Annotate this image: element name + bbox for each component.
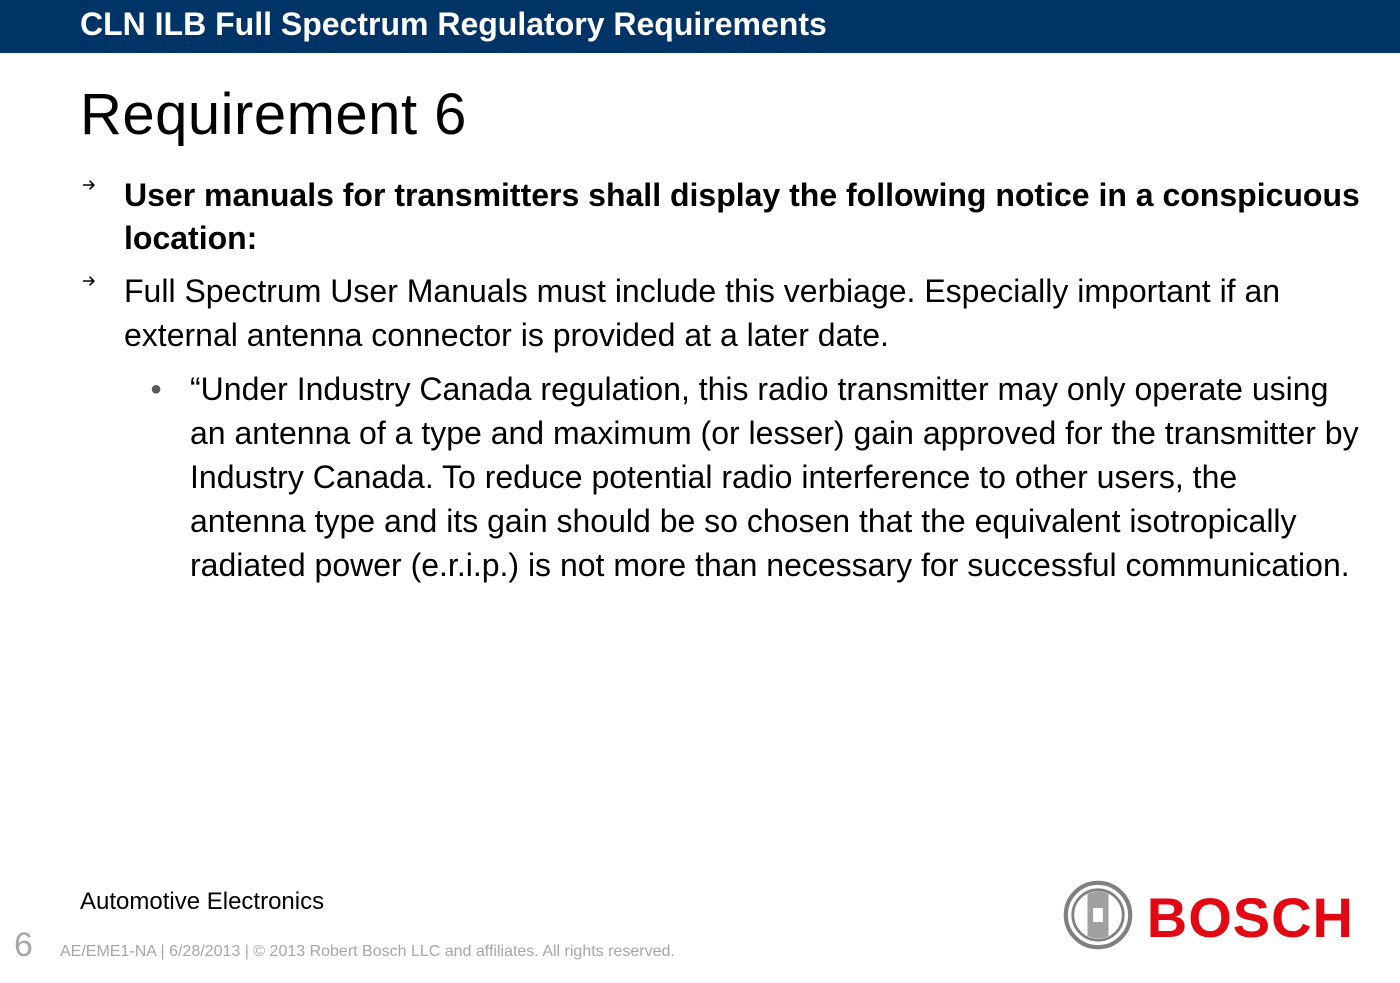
slide-header-bar: CLN ILB Full Spectrum Regulatory Require… — [0, 0, 1400, 53]
arrow-bullet-icon — [80, 270, 124, 290]
footer-copyright: AE/EME1-NA | 6/28/2013 | © 2013 Robert B… — [60, 943, 675, 965]
bosch-logo: BOSCH — [1063, 880, 1354, 955]
bosch-anchor-icon — [1063, 880, 1133, 955]
bosch-wordmark: BOSCH — [1147, 885, 1354, 950]
sub-bullet-1-text: “Under Industry Canada regulation, this … — [190, 367, 1360, 588]
bullet-1-text: User manuals for transmitters shall disp… — [124, 174, 1360, 260]
slide: CLN ILB Full Spectrum Regulatory Require… — [0, 0, 1400, 983]
slide-content: User manuals for transmitters shall disp… — [0, 174, 1400, 588]
slide-title: Requirement 6 — [0, 53, 1400, 174]
arrow-bullet-icon — [80, 174, 124, 194]
slide-header-title: CLN ILB Full Spectrum Regulatory Require… — [80, 6, 1400, 43]
sub-bullet-1: ● “Under Industry Canada regulation, thi… — [80, 367, 1360, 588]
dot-bullet-icon: ● — [150, 367, 190, 407]
bullet-2-text: Full Spectrum User Manuals must include … — [124, 270, 1360, 356]
page-number: 6 — [0, 926, 60, 965]
bullet-1: User manuals for transmitters shall disp… — [80, 174, 1360, 260]
bullet-2: Full Spectrum User Manuals must include … — [80, 270, 1360, 356]
